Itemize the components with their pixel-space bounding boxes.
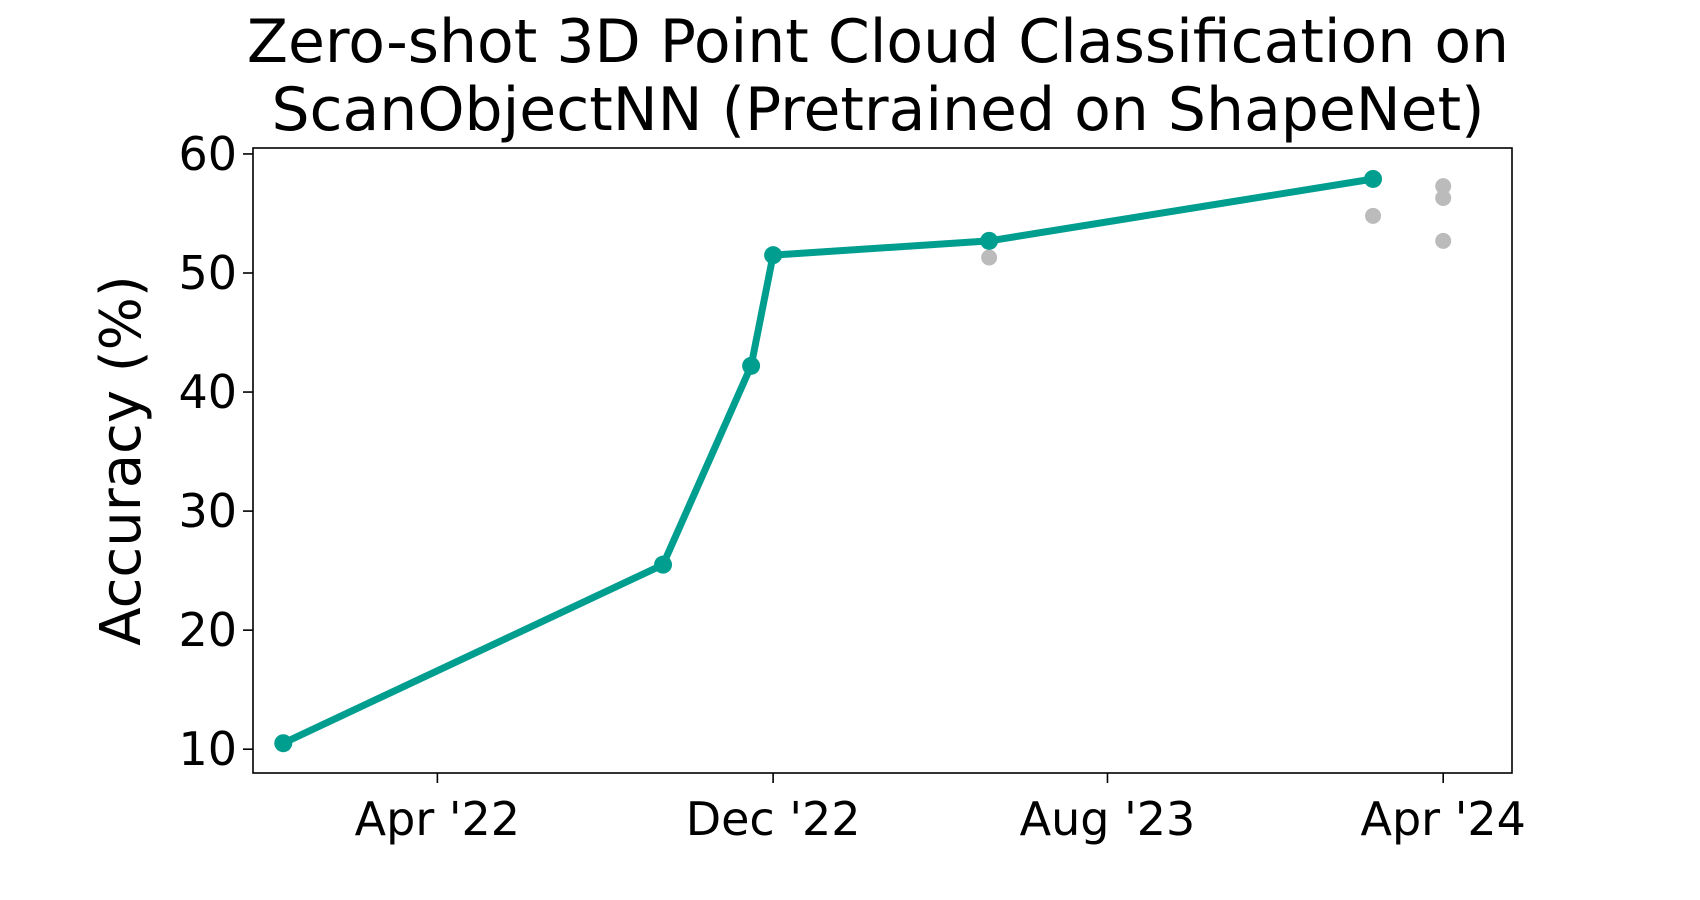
sota-data-point <box>1364 169 1383 188</box>
other-data-point <box>981 249 998 266</box>
chart-title: Zero-shot 3D Point Cloud Classification … <box>247 7 1509 145</box>
sota-series-line <box>279 175 1377 747</box>
y-axis: 10 20 30 40 50 60 <box>178 127 253 776</box>
chart-title-line-2: ScanObjectNN (Pretrained on ShapeNet) <box>271 75 1484 145</box>
plot-area <box>252 147 1513 774</box>
x-tick-label: Dec '22 <box>686 792 861 846</box>
sota-data-point <box>654 555 673 574</box>
x-tick-label: Apr '24 <box>1361 792 1526 846</box>
sota-data-point <box>980 231 999 250</box>
other-data-point <box>1365 207 1382 224</box>
sota-data-point <box>764 246 783 265</box>
other-data-point <box>1435 190 1452 206</box>
y-tick-label: 10 <box>178 722 237 776</box>
y-tick-label: 30 <box>178 484 237 538</box>
other-data-point <box>1435 232 1452 249</box>
x-tick-label: Apr '22 <box>355 792 520 846</box>
sota-data-point <box>274 734 293 753</box>
y-tick-label: 60 <box>178 127 237 181</box>
sota-data-point <box>742 356 761 375</box>
x-axis: Apr '22 Dec '22 Aug '23 Apr '24 <box>355 773 1526 846</box>
chart-title-line-1: Zero-shot 3D Point Cloud Classification … <box>247 7 1509 77</box>
y-tick-label: 20 <box>178 603 237 657</box>
x-tick-label: Aug '23 <box>1020 792 1196 846</box>
y-tick-label: 40 <box>178 365 237 419</box>
other-data-point <box>1435 178 1452 195</box>
y-tick-label: 50 <box>178 246 237 300</box>
y-axis-label: Accuracy (%) <box>89 275 154 645</box>
plot-frame <box>252 147 1513 774</box>
